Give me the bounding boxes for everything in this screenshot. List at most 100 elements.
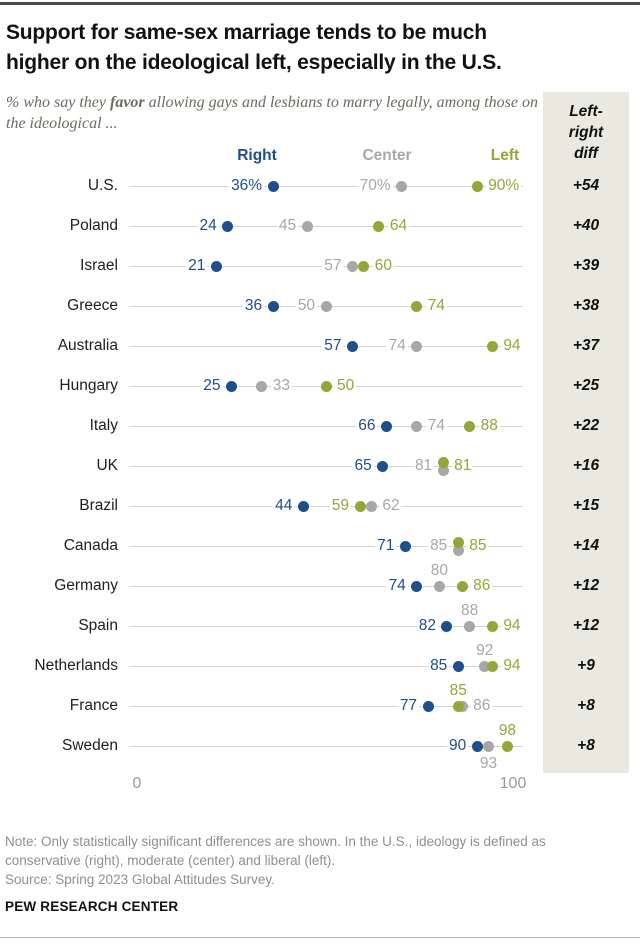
value-label-right: 90 bbox=[446, 736, 469, 756]
value-label-right: 85 bbox=[428, 656, 450, 676]
value-label-right: 57 bbox=[322, 336, 344, 356]
row-line bbox=[130, 586, 523, 587]
country-label: Germany bbox=[54, 577, 118, 594]
value-label-left: 88 bbox=[478, 416, 500, 436]
dot-center bbox=[256, 380, 268, 392]
dot-left bbox=[411, 300, 423, 312]
diff-value: +16 bbox=[572, 457, 600, 474]
diff-value: +22 bbox=[572, 417, 600, 434]
diff-value: +40 bbox=[572, 217, 600, 234]
value-label-center: 88 bbox=[461, 602, 479, 619]
subtitle-suffix: allowing gays and lesbians to marry lega… bbox=[6, 94, 538, 132]
row-line bbox=[130, 666, 523, 667]
dot-right bbox=[267, 300, 279, 312]
dot-left bbox=[501, 740, 513, 752]
dot-right bbox=[452, 660, 464, 672]
dot-left bbox=[320, 380, 332, 392]
chart-note: Note: Only statistically significant dif… bbox=[5, 832, 637, 889]
value-label-left: 59 bbox=[329, 496, 352, 516]
row-line bbox=[130, 226, 523, 227]
dot-left bbox=[373, 220, 385, 232]
diff-value: +54 bbox=[572, 177, 600, 194]
diff-header-line: diff bbox=[574, 145, 598, 162]
dot-right bbox=[411, 580, 423, 592]
diff-header-line: right bbox=[568, 124, 604, 141]
country-label: UK bbox=[96, 457, 118, 474]
dot-right bbox=[399, 540, 411, 552]
country-label: Italy bbox=[89, 417, 118, 434]
value-label-right: 36% bbox=[229, 176, 265, 196]
diff-value: +8 bbox=[577, 737, 595, 754]
dot-left bbox=[358, 260, 370, 272]
value-label-right: 65 bbox=[352, 456, 374, 476]
dot-right bbox=[222, 220, 234, 232]
diff-value: +12 bbox=[572, 577, 600, 594]
country-label: Spain bbox=[78, 617, 118, 634]
value-label-left: 85 bbox=[449, 682, 467, 699]
country-label: U.S. bbox=[87, 177, 118, 194]
country-label: Netherlands bbox=[34, 657, 118, 674]
title-line-2: higher on the ideological left, especial… bbox=[6, 51, 502, 74]
row-line bbox=[130, 746, 523, 747]
dot-center bbox=[301, 220, 313, 232]
row-line bbox=[130, 426, 523, 427]
country-label: Greece bbox=[67, 297, 118, 314]
diff-column-background bbox=[543, 92, 629, 773]
title-line-1: Support for same-sex marriage tends to b… bbox=[6, 21, 487, 44]
dot-center bbox=[464, 620, 476, 632]
bottom-rule bbox=[0, 937, 640, 938]
dot-right bbox=[380, 420, 392, 432]
note-line-2: conservative (right), moderate (center) … bbox=[5, 853, 336, 868]
dot-right bbox=[210, 260, 222, 272]
dot-left bbox=[354, 500, 366, 512]
value-label-right: 66 bbox=[356, 416, 378, 436]
value-label-left: 90% bbox=[486, 176, 522, 196]
dot-right bbox=[297, 500, 309, 512]
value-label-left: 64 bbox=[387, 216, 410, 236]
dot-center bbox=[433, 580, 445, 592]
value-label-right: 77 bbox=[397, 696, 420, 716]
dot-right bbox=[267, 180, 279, 192]
value-label-left: 60 bbox=[372, 256, 395, 276]
dot-right bbox=[422, 700, 434, 712]
value-label-left: 85 bbox=[467, 536, 489, 556]
dot-left bbox=[471, 180, 483, 192]
value-label-center: 50 bbox=[295, 296, 317, 316]
dot-center bbox=[437, 464, 449, 476]
value-label-center: 85 bbox=[428, 536, 450, 556]
column-header-center: Center bbox=[362, 147, 412, 164]
dot-center bbox=[396, 180, 408, 192]
dot-left bbox=[437, 456, 449, 468]
value-label-center: 70% bbox=[357, 176, 393, 196]
column-header-left: Left bbox=[490, 147, 520, 164]
diff-value: +9 bbox=[577, 657, 595, 674]
chart-subtitle: % who say they favor allowing gays and l… bbox=[6, 92, 546, 134]
diff-column-header: Left-right diff bbox=[543, 101, 629, 164]
diff-value: +15 bbox=[572, 497, 600, 514]
page-title: Support for same-sex marriage tends to b… bbox=[6, 18, 626, 78]
value-label-left: 94 bbox=[501, 616, 523, 636]
value-label-center: 62 bbox=[380, 496, 402, 516]
value-label-center: 81 bbox=[412, 456, 435, 476]
value-label-center: 74 bbox=[425, 416, 447, 436]
value-label-left: 86 bbox=[471, 576, 493, 596]
row-line bbox=[130, 466, 523, 467]
value-label-left: 74 bbox=[425, 296, 447, 316]
value-label-center: 33 bbox=[270, 376, 292, 396]
value-label-right: 24 bbox=[197, 216, 219, 236]
value-label-left: 98 bbox=[498, 722, 517, 739]
dot-center bbox=[479, 660, 491, 672]
value-label-left: 50 bbox=[335, 376, 357, 396]
value-label-center: 86 bbox=[471, 696, 493, 716]
note-line-1: Note: Only statistically significant dif… bbox=[5, 834, 546, 849]
column-header-right: Right bbox=[237, 147, 277, 164]
dot-center bbox=[411, 420, 423, 432]
x-axis-tick-min: 0 bbox=[132, 775, 142, 792]
country-label: France bbox=[69, 697, 118, 714]
pew-research-center-wordmark: PEW RESEARCH CENTER bbox=[5, 899, 179, 914]
dot-left bbox=[452, 536, 464, 548]
dot-left bbox=[486, 620, 498, 632]
dot-right bbox=[441, 620, 453, 632]
dot-right bbox=[226, 380, 237, 392]
